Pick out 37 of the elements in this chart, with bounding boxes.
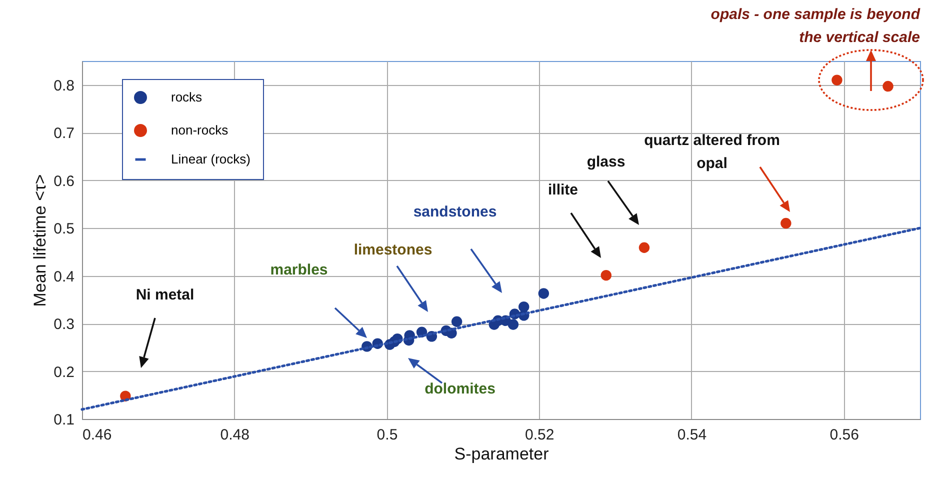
x-tick-label: 0.54 bbox=[677, 426, 707, 444]
annotation: quartz altered from opal bbox=[643, 130, 781, 174]
point bbox=[832, 74, 842, 86]
point bbox=[882, 80, 894, 92]
legend-label: Linear (rocks) bbox=[171, 152, 250, 166]
annotation: illite bbox=[548, 180, 578, 200]
y-tick-label: 0.7 bbox=[54, 125, 74, 142]
x-tick-label: 0.48 bbox=[220, 426, 250, 444]
annotation: limestones bbox=[354, 240, 432, 260]
x-tick-label: 0.52 bbox=[524, 426, 554, 444]
legend-label: rocks bbox=[171, 90, 203, 104]
y-axis-title: Mean lifetime <τ> bbox=[30, 174, 50, 307]
annotation: glass bbox=[586, 152, 626, 172]
annotation: marbles bbox=[270, 260, 328, 280]
annotation: Ni metal bbox=[136, 285, 194, 306]
x-tick-label: 0.56 bbox=[830, 426, 859, 444]
y-tick-label: 0.4 bbox=[54, 268, 74, 286]
y-tick-label: 0.5 bbox=[54, 220, 74, 238]
point bbox=[508, 319, 519, 330]
y-tick-label: 0.6 bbox=[54, 172, 74, 190]
text: opals - one sample is beyond the vertical scale bbox=[710, 4, 920, 48]
y-tick-label: 0.2 bbox=[54, 364, 74, 381]
point bbox=[518, 301, 530, 312]
y-tick-label: 0.8 bbox=[54, 77, 74, 94]
x-axis-title: S-parameter bbox=[454, 444, 550, 464]
x-tick-label: 0.46 bbox=[82, 426, 112, 444]
x-tick-label: 0.5 bbox=[376, 426, 398, 444]
annotation: dolomites bbox=[424, 379, 496, 400]
point bbox=[451, 316, 462, 327]
point bbox=[638, 242, 650, 253]
point bbox=[780, 218, 792, 229]
y-tick-label: 0.1 bbox=[54, 412, 74, 428]
point bbox=[538, 288, 550, 299]
point bbox=[600, 270, 612, 281]
legend-label: non-rocks bbox=[171, 122, 229, 138]
annotation: sandstones bbox=[413, 202, 497, 222]
y-tick-label: 0.3 bbox=[54, 316, 74, 334]
